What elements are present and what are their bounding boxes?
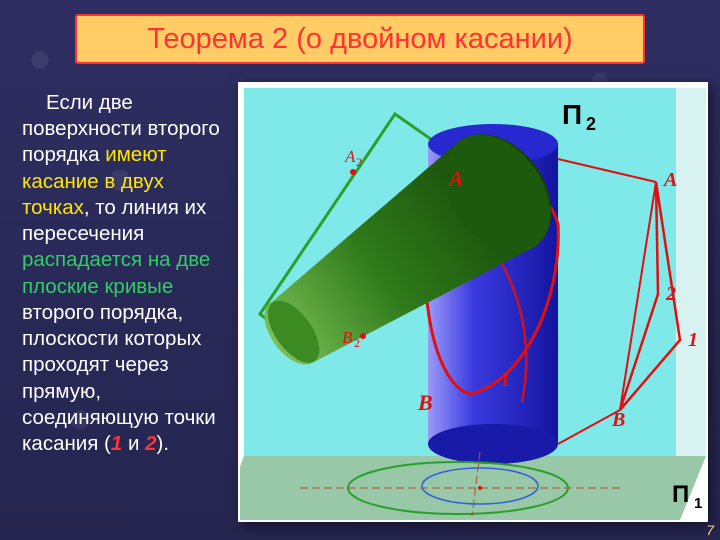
para-seg-3: распадается на две плоские кривые bbox=[22, 248, 210, 297]
label-A2: A bbox=[344, 147, 356, 166]
geometry-figure: П 2 П 1 bbox=[238, 82, 708, 522]
svg-text:B: B bbox=[611, 409, 625, 431]
title-text: Теорема 2 (о двойном касании) bbox=[147, 23, 572, 56]
label-pi2-sub: 2 bbox=[586, 114, 596, 134]
svg-text:2: 2 bbox=[665, 283, 676, 305]
point-A2 bbox=[350, 169, 356, 175]
label-1: 1 bbox=[500, 366, 511, 391]
floor-center bbox=[478, 486, 482, 490]
label-A2s: 2 bbox=[356, 155, 362, 169]
label-pi1: П bbox=[672, 481, 689, 508]
label-B-cyl: B bbox=[417, 390, 433, 415]
label-A-cyl: A bbox=[447, 166, 464, 191]
label-pi2: П bbox=[562, 99, 582, 130]
para-seg-8: ). bbox=[157, 432, 170, 455]
para-seg-6: и bbox=[122, 432, 145, 455]
point-B2 bbox=[360, 333, 366, 339]
cylinder-bottom bbox=[428, 424, 558, 464]
svg-text:A: A bbox=[662, 169, 677, 191]
label-pi1-sub: 1 bbox=[694, 495, 702, 512]
para-seg-7: 2 bbox=[145, 432, 156, 455]
wall-right bbox=[676, 88, 706, 456]
figure-svg: П 2 П 1 bbox=[240, 84, 710, 524]
title-box: Теорема 2 (о двойном касании) bbox=[75, 14, 645, 64]
page-number: 7 bbox=[706, 522, 714, 538]
label-B2: B bbox=[342, 328, 353, 347]
svg-text:1: 1 bbox=[688, 329, 698, 351]
label-B2s: 2 bbox=[354, 336, 360, 350]
theorem-paragraph: Если две поверхности второго порядка име… bbox=[22, 90, 230, 457]
para-seg-5: 1 bbox=[111, 432, 122, 455]
